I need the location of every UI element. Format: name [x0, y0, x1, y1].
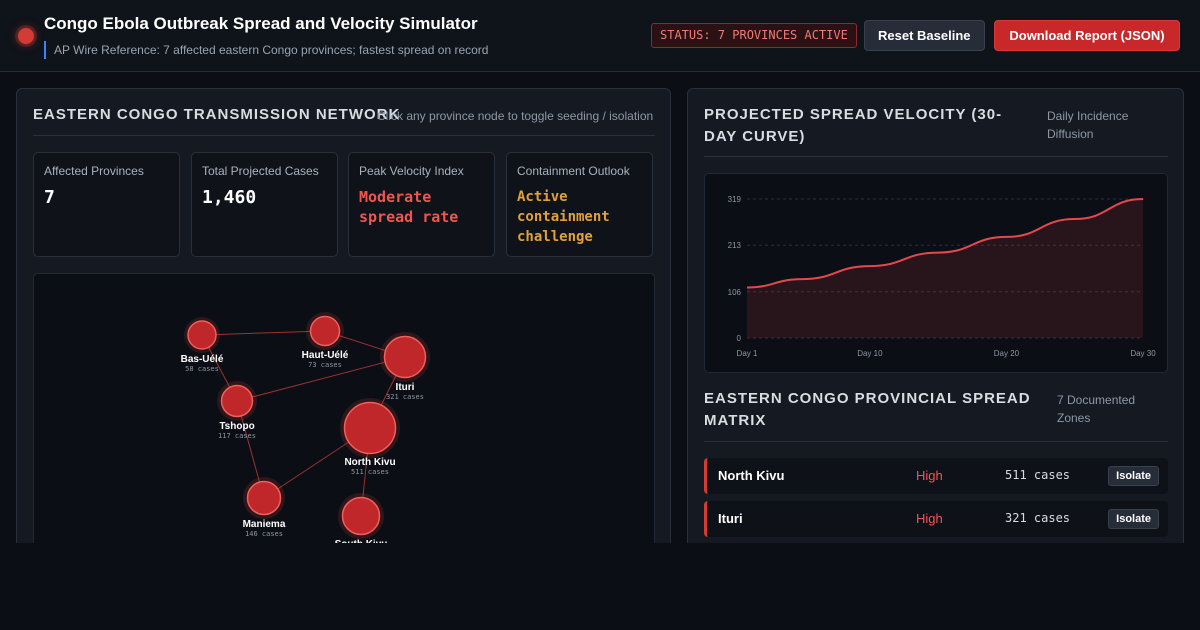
node-maniema[interactable]: Maniema 146 cases [243, 477, 286, 538]
network-panel-title: EASTERN CONGO TRANSMISSION NETWORK [33, 106, 401, 123]
y-tick-label: 213 [728, 241, 742, 250]
reset-baseline-button[interactable]: Reset Baseline [864, 20, 985, 51]
network-panel-hint: Click any province node to toggle seedin… [377, 109, 654, 123]
node-cases: 146 cases [245, 530, 283, 538]
matrix-row-north-kivu: North Kivu High 511 cases Isolate [704, 458, 1168, 494]
velocity-chart: 0 106 213 319 Day 1 Day 10 Day 20 Day 30 [704, 173, 1168, 373]
stat-label: Total Projected Cases [202, 164, 319, 178]
node-cases: 117 cases [218, 432, 256, 440]
isolate-button[interactable]: Isolate [1108, 509, 1159, 529]
node-name: Ituri [396, 382, 415, 393]
y-tick-label: 106 [728, 288, 742, 297]
spread-velocity-panel: PROJECTED SPREAD VELOCITY (30-DAY CURVE)… [687, 88, 1184, 558]
stat-value: Active containment challenge [517, 189, 610, 245]
x-tick-label: Day 30 [1130, 349, 1156, 358]
y-tick-label: 319 [728, 195, 742, 204]
x-tick-label: Day 10 [857, 349, 883, 358]
stat-card-total-cases: Total Projected Cases 1,460 [191, 152, 338, 257]
matrix-panel-title: EASTERN CONGO PROVINCIAL SPREAD MATRIX [704, 390, 1031, 429]
stat-value: 1,460 [202, 187, 257, 208]
series-line [746, 198, 1144, 289]
app-title: Congo Ebola Outbreak Spread and Velocity… [44, 14, 478, 33]
stat-value: Moderate spread rate [359, 188, 459, 226]
edge [236, 356, 406, 402]
stat-card-peak-velocity: Peak Velocity Index Moderate spread rate [348, 152, 495, 257]
node-tshopo[interactable]: Tshopo 117 cases [217, 381, 257, 440]
row-province-name: North Kivu [718, 468, 785, 483]
node-name: Haut-Uélé [302, 350, 349, 361]
node-name: North Kivu [344, 457, 395, 468]
network-svg: Bas-Uélé 58 cases Haut-Uélé 73 cases Itu… [181, 312, 430, 550]
app-header: Congo Ebola Outbreak Spread and Velocity… [0, 0, 1200, 72]
stat-card-affected-provinces: Affected Provinces 7 [33, 152, 180, 257]
velocity-panel-title: PROJECTED SPREAD VELOCITY (30-DAY CURVE) [704, 106, 1003, 145]
stat-label: Affected Provinces [44, 164, 144, 178]
matrix-row-ituri: Ituri High 321 cases Isolate [704, 501, 1168, 537]
wire-reference: AP Wire Reference: 7 affected eastern Co… [44, 41, 488, 59]
node-north-kivu[interactable]: North Kivu 511 cases [340, 398, 400, 476]
transmission-network-graph: Bas-Uélé 58 cases Haut-Uélé 73 cases Itu… [33, 273, 655, 573]
node-cases: 511 cases [351, 468, 389, 476]
row-province-name: Ituri [718, 511, 743, 526]
node-cases: 321 cases [386, 393, 424, 401]
node-cases: 58 cases [185, 365, 219, 373]
transmission-network-panel: EASTERN CONGO TRANSMISSION NETWORK Click… [16, 88, 671, 573]
node-cases: 73 cases [308, 361, 342, 369]
row-case-count: 321 cases [1005, 511, 1071, 525]
node-name: Bas-Uélé [181, 354, 224, 365]
velocity-panel-hint: Daily Incidence Diffusion [1047, 109, 1129, 141]
divider [33, 135, 655, 136]
stat-label: Peak Velocity Index [359, 164, 464, 178]
row-case-count: 511 cases [1005, 468, 1071, 482]
node-name: Maniema [243, 519, 286, 530]
status-badge: STATUS: 7 PROVINCES ACTIVE [651, 23, 857, 48]
y-tick-label: 0 [737, 334, 742, 343]
matrix-panel-hint: 7 Documented Zones [1057, 393, 1136, 425]
row-risk-level: High [916, 468, 943, 483]
edge [201, 330, 326, 336]
divider [704, 156, 1168, 157]
x-tick-label: Day 1 [737, 349, 758, 358]
page-background [0, 543, 1200, 630]
stat-card-containment-outlook: Containment Outlook Active containment c… [506, 152, 653, 257]
download-report-button[interactable]: Download Report (JSON) [994, 20, 1180, 51]
series-area [747, 199, 1143, 338]
row-risk-level: High [916, 511, 943, 526]
node-bas-uele[interactable]: Bas-Uélé 58 cases [181, 317, 224, 373]
isolate-button[interactable]: Isolate [1108, 466, 1159, 486]
node-south-kivu[interactable]: South Kivu [335, 493, 388, 550]
node-name: Tshopo [219, 421, 254, 432]
divider [704, 441, 1168, 442]
outbreak-pulse-icon [18, 28, 34, 44]
node-ituri[interactable]: Ituri 321 cases [380, 332, 430, 401]
velocity-chart-svg: 0 106 213 319 Day 1 Day 10 Day 20 Day 30 [728, 195, 1157, 358]
x-tick-label: Day 20 [994, 349, 1020, 358]
stat-label: Containment Outlook [517, 164, 630, 178]
node-haut-uele[interactable]: Haut-Uélé 73 cases [302, 312, 349, 369]
stat-value: 7 [44, 187, 55, 208]
